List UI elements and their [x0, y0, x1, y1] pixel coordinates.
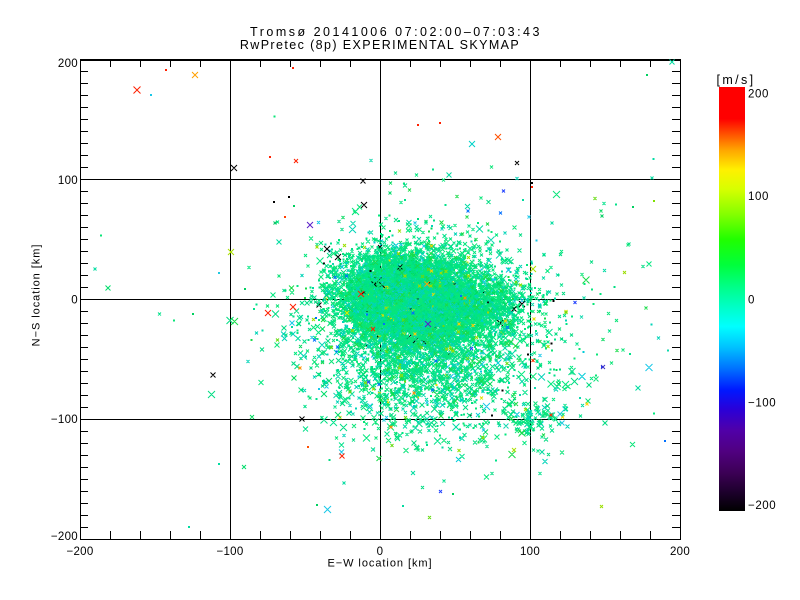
svg-text:−200: −200 — [66, 546, 93, 558]
svg-text:0: 0 — [377, 546, 384, 558]
svg-text:200: 200 — [748, 89, 769, 101]
svg-text:[m/s]: [m/s] — [716, 73, 755, 87]
svg-text:−200: −200 — [51, 531, 78, 543]
svg-text:E−W location [km]: E−W location [km] — [327, 558, 432, 570]
svg-text:RwPretec (8p) EXPERIMENTAL SKY: RwPretec (8p) EXPERIMENTAL SKYMAP — [240, 38, 520, 52]
svg-text:100: 100 — [748, 191, 769, 203]
svg-text:−100: −100 — [51, 414, 78, 426]
svg-text:200: 200 — [670, 546, 690, 558]
svg-text:N−S location [km]: N−S location [km] — [31, 244, 43, 347]
svg-text:−200: −200 — [748, 500, 776, 512]
svg-text:200: 200 — [58, 58, 78, 70]
svg-text:−100: −100 — [216, 546, 243, 558]
svg-text:100: 100 — [520, 546, 540, 558]
svg-text:0: 0 — [748, 295, 755, 307]
svg-text:100: 100 — [58, 175, 78, 187]
svg-text:0: 0 — [71, 295, 78, 307]
svg-text:Tromsø 20141006 07:02:00–07:03: Tromsø 20141006 07:02:00–07:03:43 — [250, 25, 542, 39]
svg-text:−100: −100 — [748, 398, 776, 410]
